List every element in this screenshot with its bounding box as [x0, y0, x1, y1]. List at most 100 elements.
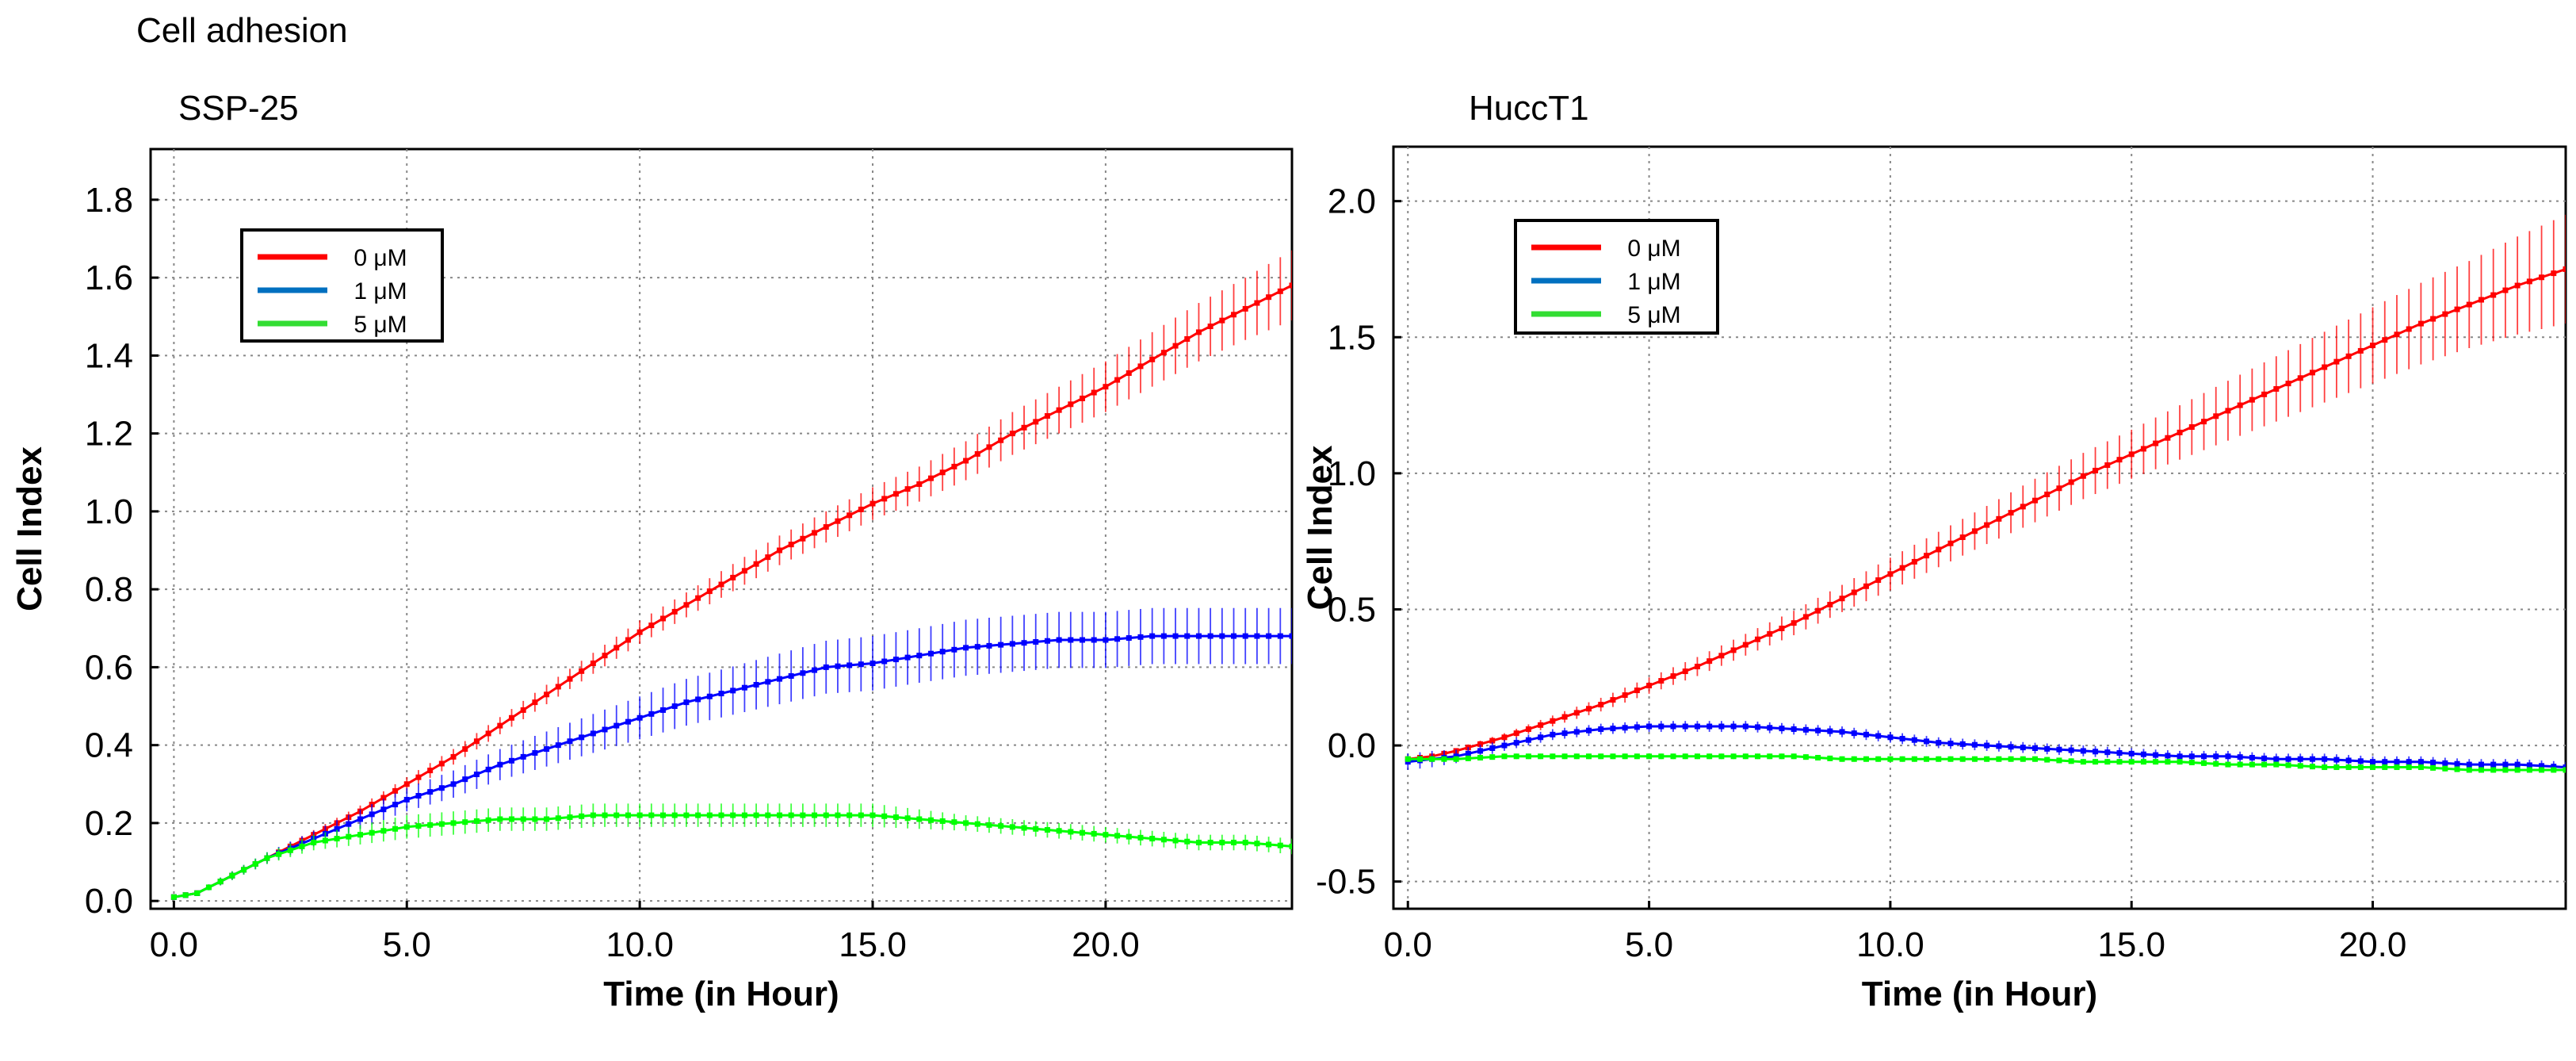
data-point	[1137, 834, 1144, 841]
data-point	[1875, 577, 1882, 584]
data-point	[683, 812, 690, 818]
data-point	[1277, 842, 1283, 848]
data-point	[1670, 673, 1676, 680]
data-point	[2237, 402, 2243, 408]
data-point	[2551, 270, 2557, 277]
data-point	[1863, 731, 1869, 737]
x-tick-label: 15.0	[2097, 925, 2165, 964]
data-point	[1266, 294, 1272, 301]
data-point	[2345, 353, 2352, 359]
data-point	[2140, 446, 2146, 452]
data-point	[380, 806, 387, 813]
data-point	[2128, 759, 2135, 765]
data-point	[660, 707, 667, 713]
data-point	[1694, 753, 1700, 760]
data-point	[986, 444, 992, 450]
data-point	[2526, 767, 2532, 773]
data-point	[1936, 740, 1942, 746]
data-point	[2116, 750, 2123, 756]
data-point	[1538, 722, 1544, 728]
data-point	[1184, 838, 1191, 845]
data-point	[2345, 757, 2352, 764]
data-point	[1646, 723, 1653, 730]
data-point	[2213, 760, 2219, 767]
data-point	[544, 691, 550, 698]
data-point	[2273, 761, 2280, 768]
data-point	[2430, 316, 2436, 322]
data-point	[1021, 825, 1027, 831]
data-point	[2454, 306, 2460, 312]
data-point	[2068, 479, 2074, 485]
data-point	[1573, 710, 1580, 716]
data-point	[2177, 753, 2183, 760]
data-point	[1091, 637, 1097, 643]
data-point	[555, 815, 561, 822]
data-point	[1056, 637, 1062, 643]
data-point	[2237, 761, 2243, 768]
data-point	[311, 839, 317, 845]
data-point	[2551, 764, 2557, 770]
data-point	[567, 676, 573, 682]
data-point	[2044, 756, 2050, 763]
data-point	[1573, 729, 1580, 735]
data-point	[1682, 723, 1688, 730]
data-point	[986, 822, 992, 828]
data-point	[835, 518, 841, 524]
data-point	[1033, 419, 1039, 425]
data-point	[730, 812, 736, 818]
data-point	[2128, 750, 2135, 756]
data-point	[1899, 756, 1905, 762]
data-point	[1767, 630, 1773, 637]
data-point	[1231, 312, 1237, 318]
y-axis-title: Cell Index	[1301, 445, 1340, 610]
data-point	[2093, 749, 2099, 755]
data-point	[1068, 401, 1074, 408]
data-point	[730, 574, 736, 580]
data-point	[1755, 636, 1761, 642]
y-tick-label: 0.0	[1328, 726, 1376, 765]
data-point	[2514, 282, 2521, 289]
data-point	[1172, 343, 1179, 349]
data-point	[1242, 633, 1248, 639]
data-point	[1033, 825, 1039, 832]
data-point	[532, 699, 538, 706]
data-point	[2406, 759, 2412, 765]
data-point	[1195, 839, 1202, 845]
data-point	[380, 828, 387, 834]
data-point	[1924, 553, 1930, 559]
data-point	[2285, 756, 2291, 762]
data-point	[1080, 637, 1086, 643]
data-point	[1080, 395, 1086, 401]
data-point	[869, 812, 876, 818]
data-point	[2008, 756, 2014, 762]
data-point	[485, 730, 491, 737]
data-point	[1670, 723, 1676, 730]
data-point	[1707, 658, 1713, 665]
data-point	[1044, 413, 1050, 419]
data-point	[1851, 589, 1857, 596]
data-point	[2514, 761, 2521, 768]
data-point	[579, 813, 585, 819]
data-point	[916, 653, 923, 659]
data-point	[2177, 429, 2183, 435]
data-point	[1984, 742, 1990, 749]
data-point	[1802, 614, 1809, 620]
data-point	[823, 812, 829, 818]
data-point	[334, 836, 340, 842]
data-point	[1561, 714, 1568, 720]
y-tick-label: 2.0	[1328, 182, 1376, 221]
data-point	[1742, 723, 1749, 730]
data-point	[1137, 363, 1144, 370]
data-point	[765, 812, 771, 818]
data-point	[1634, 753, 1640, 760]
data-point	[1021, 640, 1027, 646]
data-point	[473, 818, 480, 824]
data-point	[2490, 767, 2497, 773]
data-point	[1056, 828, 1062, 834]
data-point	[1254, 841, 1260, 847]
data-point	[1489, 754, 1496, 760]
data-point	[1405, 756, 1411, 762]
data-point	[1779, 753, 1785, 760]
data-point	[1242, 839, 1248, 845]
x-tick-label: 10.0	[606, 925, 674, 964]
